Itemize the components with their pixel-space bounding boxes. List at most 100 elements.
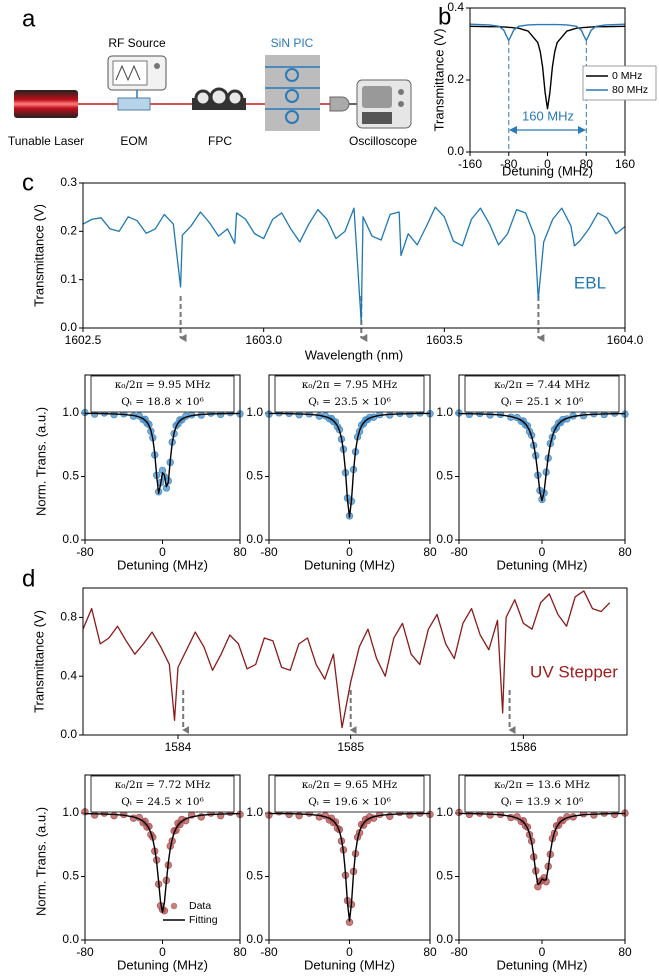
x-tick-label: 80 <box>233 545 247 559</box>
panel-label: c <box>22 169 34 196</box>
y-tick-label: 0.0 <box>246 932 263 946</box>
y-tick-label: 0.0 <box>60 320 77 334</box>
x-axis-title: Detuning (MHz) <box>502 163 593 178</box>
legend-marker <box>170 902 178 910</box>
x-tick-label: -160 <box>458 157 482 171</box>
series-line <box>269 412 430 518</box>
y-tick-label: 1.0 <box>62 405 79 419</box>
plot-frame <box>458 774 626 941</box>
diagram-label: FPC <box>208 134 232 148</box>
x-tick-label: 1602.5 <box>65 333 102 347</box>
y-tick-label: 0.1 <box>60 272 77 286</box>
annotation: Qᵢ = 18.8 × 10⁶ <box>121 396 204 408</box>
setup-diagram: RF Source SiN PIC Tunable Laser EOM FPC … <box>8 36 417 148</box>
y-tick-label: 0.5 <box>436 869 453 883</box>
x-tick-label: 1603.0 <box>245 333 282 347</box>
ring <box>285 89 299 103</box>
plot-frame <box>458 374 626 541</box>
y-tick-label: 0.4 <box>60 668 77 682</box>
x-axis-title: Detuning (MHz) <box>496 957 587 972</box>
y-tick-label: 0.0 <box>436 932 453 946</box>
annotation-box <box>274 775 425 813</box>
annotation: Qᵢ = 25.1 × 10⁶ <box>501 396 584 408</box>
series-line <box>458 812 626 886</box>
x-tick-label: 1585 <box>337 740 364 754</box>
fpc-paddle <box>194 89 212 107</box>
y-tick-label: 1.0 <box>436 405 453 419</box>
rf-knob <box>154 63 160 69</box>
y-tick-label: 0.5 <box>436 469 453 483</box>
panel-label: a <box>22 5 36 32</box>
chart: -80 0 80 0.0 0.5 1.0 Detuning (MHz) Norm. Trans… <box>33 774 247 972</box>
detector <box>329 96 350 112</box>
annotation: κ₀/2π = 13.6 MHz <box>494 779 590 791</box>
legend-label: 0 MHz <box>612 70 642 82</box>
scope-screen <box>362 86 392 108</box>
y-tick-label: 0.5 <box>62 469 79 483</box>
y-tick-label: 0.5 <box>246 469 263 483</box>
x-axis-title: Wavelength (nm) <box>305 347 404 362</box>
data-point <box>110 811 118 820</box>
x-axis-title: Detuning (MHz) <box>304 557 395 572</box>
x-tick-label: 80 <box>618 545 632 559</box>
laser-icon <box>14 90 78 118</box>
fpc-paddle <box>226 89 244 107</box>
series-line <box>469 23 626 42</box>
data-point <box>216 811 225 820</box>
panel-label: d <box>22 565 35 592</box>
y-tick-label: 0.2 <box>60 224 77 238</box>
annotation: Qᵢ = 19.6 × 10⁶ <box>308 796 391 808</box>
y-axis-title: Transmittance (V) <box>31 610 46 713</box>
annotation: κ₀/2π = 9.95 MHz <box>115 379 211 391</box>
series-line <box>84 812 241 913</box>
annotation-box <box>464 775 620 813</box>
annotation: Qᵢ = 24.5 × 10⁶ <box>121 796 204 808</box>
x-tick-label: -80 <box>260 945 278 959</box>
y-tick-label: 1.0 <box>62 805 79 819</box>
series-line <box>458 412 626 502</box>
x-axis-title: Detuning (MHz) <box>117 957 208 972</box>
legend-label: Fitting <box>189 914 218 926</box>
scope-knob <box>398 101 404 107</box>
series-line <box>469 25 626 110</box>
y-tick-label: 0.0 <box>62 932 79 946</box>
annotation: 160 MHz <box>522 108 574 123</box>
annotation-box <box>90 775 235 813</box>
chart: -160 -80 0 80 160 0.0 0.2 0.4 Detuning (MHz) Tran… <box>431 0 657 178</box>
x-axis-title: Detuning (MHz) <box>304 957 395 972</box>
x-tick-label: 80 <box>423 945 437 959</box>
annotation: EBL <box>574 273 606 292</box>
legend-label: 80 MHz <box>612 84 648 96</box>
plot-frame <box>84 774 241 941</box>
series-line <box>82 590 611 729</box>
y-tick-label: 0.0 <box>436 532 453 546</box>
plot-frame <box>82 182 626 329</box>
x-tick-label: -80 <box>450 545 468 559</box>
legend-label: Data <box>189 900 211 912</box>
annotation: Qᵢ = 13.9 × 10⁶ <box>501 796 584 808</box>
legend-box <box>582 65 657 101</box>
x-tick-label: 1584 <box>165 740 192 754</box>
data-point <box>406 811 414 819</box>
x-tick-label: 80 <box>423 545 437 559</box>
x-tick-label: 0 <box>544 157 551 171</box>
x-tick-label: 1603.5 <box>426 333 463 347</box>
series-line <box>82 206 626 323</box>
annotation: κ₀/2π = 7.44 MHz <box>494 379 590 391</box>
annotation: Qᵢ = 23.5 × 10⁶ <box>308 396 391 408</box>
panel-label: b <box>438 3 451 30</box>
x-tick-label: -80 <box>260 545 278 559</box>
x-tick-label: 0 <box>159 545 166 559</box>
x-tick-label: 80 <box>233 945 247 959</box>
y-tick-label: 0.0 <box>62 532 79 546</box>
y-axis-title: Norm. Trans. (a.u.) <box>33 807 48 916</box>
x-tick-label: -80 <box>500 157 518 171</box>
annotation: UV Stepper <box>530 662 618 681</box>
y-axis-title: Transmittance (V) <box>431 29 446 132</box>
x-axis-title: Detuning (MHz) <box>496 557 587 572</box>
diagram-label: SiN PIC <box>271 36 314 50</box>
y-tick-label: 0.5 <box>246 869 263 883</box>
y-tick-label: 0.5 <box>62 869 79 883</box>
x-tick-label: -80 <box>76 945 94 959</box>
ring <box>285 68 299 82</box>
